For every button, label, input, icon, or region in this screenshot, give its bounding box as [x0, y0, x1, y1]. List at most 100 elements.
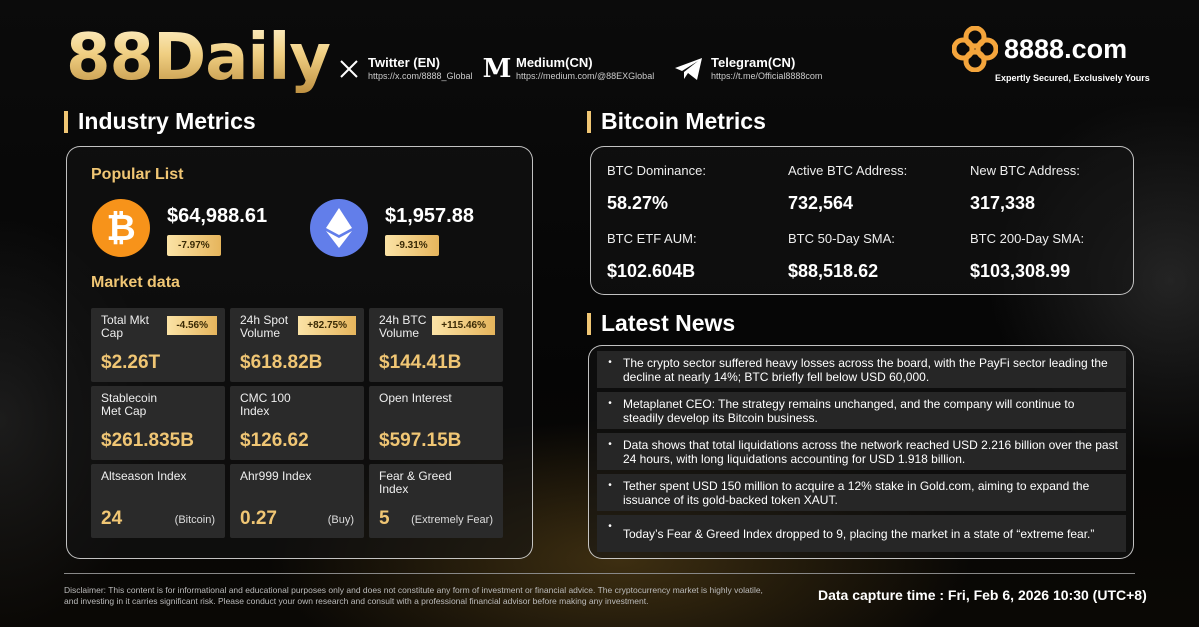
cell-note: (Buy) [327, 514, 354, 526]
metric-label: BTC Dominance: [607, 163, 706, 178]
metric-etf-aum: BTC ETF AUM: $102.604B [607, 231, 697, 282]
industry-metrics-title: Industry Metrics [78, 108, 256, 134]
market-cell-spot-volume: 24h Spot Volume +82.75% $618.82B [230, 308, 364, 382]
bitcoin-icon: ₿ [92, 199, 150, 257]
disclaimer: Disclaimer: This content is for informat… [64, 585, 763, 606]
heading-accent-bar [587, 312, 591, 335]
metric-value: 317,338 [970, 193, 1036, 213]
metric-label: Active BTC Address: [788, 163, 908, 178]
eth-change-badge: -9.31% [385, 235, 439, 256]
cell-value: $2.26T [101, 352, 161, 373]
metric-btc-dominance: BTC Dominance: 58.27% [607, 163, 706, 214]
market-data-grid: Total Mkt Cap -4.56% $2.26T 24h Spot Vol… [91, 308, 503, 538]
cell-value: 0.27 [240, 508, 277, 529]
brand-title: 88Daily [66, 18, 331, 98]
bitcoin-metrics-panel [590, 146, 1134, 295]
metric-value: 58.27% [607, 193, 669, 213]
news-text: Data shows that total liquidations acros… [623, 437, 1118, 466]
latest-news-heading: Latest News [587, 310, 735, 337]
news-text: Tether spent USD 150 million to acquire … [623, 478, 1090, 507]
metric-value: $103,308.99 [970, 261, 1071, 281]
news-text: The crypto sector suffered heavy losses … [623, 355, 1108, 384]
cell-label: 24h BTC Volume [379, 313, 427, 340]
cell-note: (Bitcoin) [174, 514, 215, 526]
heading-accent-bar [587, 110, 591, 133]
cell-value: $144.41B [379, 352, 462, 373]
market-cell-ahr999: Ahr999 Index 0.27 (Buy) [230, 464, 364, 538]
cell-value: $126.62 [240, 430, 309, 451]
cell-change-badge: +82.75% [298, 316, 356, 335]
bullet-icon: • [608, 439, 612, 450]
market-cell-open-interest: Open Interest $597.15B [369, 386, 503, 460]
logo-mark-icon [952, 26, 998, 72]
cell-label: Open Interest [379, 391, 452, 405]
bullet-icon: • [608, 398, 612, 409]
cell-change-badge: -4.56% [167, 316, 217, 335]
news-item[interactable]: • Data shows that total liquidations acr… [597, 433, 1126, 470]
news-item[interactable]: • The crypto sector suffered heavy losse… [597, 351, 1126, 388]
heading-accent-bar [64, 110, 68, 133]
news-item[interactable]: • Today’s Fear & Greed Index dropped to … [597, 515, 1126, 552]
cell-label: Fear & Greed Index [379, 469, 452, 496]
social-name: Medium(CN) [516, 55, 593, 70]
cell-label: Altseason Index [101, 469, 187, 483]
market-cell-total-mkt-cap: Total Mkt Cap -4.56% $2.26T [91, 308, 225, 382]
cell-value: $618.82B [240, 352, 323, 373]
social-telegram[interactable]: Telegram(CN) https://t.me/Official8888co… [674, 56, 822, 82]
social-url: https://x.com/8888_Global [368, 71, 473, 81]
social-twitter[interactable]: Twitter (EN) https://x.com/8888_Global [337, 56, 473, 82]
ethereum-icon [310, 199, 368, 257]
cell-label: CMC 100 Index [240, 391, 291, 418]
social-name: Twitter (EN) [368, 55, 440, 70]
site-logo[interactable]: 8888.com [952, 26, 1127, 72]
cell-note: (Extremely Fear) [411, 514, 493, 526]
x-icon [337, 57, 361, 81]
bullet-icon: • [608, 357, 612, 368]
social-name: Telegram(CN) [711, 55, 796, 70]
btc-price: $64,988.61 [167, 205, 268, 227]
metric-label: New BTC Address: [970, 163, 1080, 178]
metric-label: BTC 200-Day SMA: [970, 231, 1085, 246]
metric-value: 732,564 [788, 193, 854, 213]
tagline: Expertly Secured, Exclusively Yours [995, 73, 1150, 83]
eth-price: $1,957.88 [385, 205, 474, 227]
btc-change-badge: -7.97% [167, 235, 221, 256]
market-cell-altseason: Altseason Index 24 (Bitcoin) [91, 464, 225, 538]
cell-value: 24 [101, 508, 123, 529]
logo-text: 8888.com [1004, 33, 1128, 64]
latest-news-title: Latest News [601, 310, 736, 336]
cell-label: Stablecoin Met Cap [101, 391, 158, 418]
news-text: Today’s Fear & Greed Index dropped to 9,… [623, 526, 1095, 541]
news-item[interactable]: • Tether spent USD 150 million to acquir… [597, 474, 1126, 511]
metric-value: $102.604B [607, 261, 696, 281]
social-url: https://t.me/Official8888com [711, 71, 823, 81]
market-cell-btc-volume: 24h BTC Volume +115.46% $144.41B [369, 308, 503, 382]
market-data-title: Market data [91, 274, 180, 291]
news-item[interactable]: • Metaplanet CEO: The strategy remains u… [597, 392, 1126, 429]
cell-value: $597.15B [379, 430, 462, 451]
market-cell-stablecoin-cap: Stablecoin Met Cap $261.835B [91, 386, 225, 460]
metric-label: BTC 50-Day SMA: [788, 231, 895, 246]
social-medium[interactable]: M Medium(CN) https://medium.com/@88EXGlo… [482, 54, 655, 84]
industry-metrics-heading: Industry Metrics [64, 108, 256, 135]
metric-active-address: Active BTC Address: 732,564 [788, 163, 907, 214]
market-cell-fear-greed: Fear & Greed Index 5 (Extremely Fear) [369, 464, 503, 538]
bullet-icon: • [608, 521, 612, 532]
news-text: Metaplanet CEO: The strategy remains unc… [623, 396, 1075, 425]
cell-label: Ahr999 Index [240, 469, 312, 483]
metric-new-address: New BTC Address: 317,338 [970, 163, 1080, 214]
footer-divider [64, 573, 1135, 574]
bullet-icon: • [608, 480, 612, 491]
metric-label: BTC ETF AUM: [607, 231, 697, 246]
market-cell-cmc100: CMC 100 Index $126.62 [230, 386, 364, 460]
bitcoin-metrics-heading: Bitcoin Metrics [587, 108, 766, 135]
metric-value: $88,518.62 [788, 261, 879, 281]
cell-value: 5 [379, 508, 390, 529]
cell-label: Total Mkt Cap [101, 313, 150, 340]
social-url: https://medium.com/@88EXGlobal [516, 71, 655, 81]
cell-value: $261.835B [101, 430, 194, 451]
cell-change-badge: +115.46% [432, 316, 495, 335]
cell-label: 24h Spot Volume [240, 313, 289, 340]
metric-sma-50: BTC 50-Day SMA: $88,518.62 [788, 231, 895, 282]
medium-icon: M [482, 54, 512, 84]
